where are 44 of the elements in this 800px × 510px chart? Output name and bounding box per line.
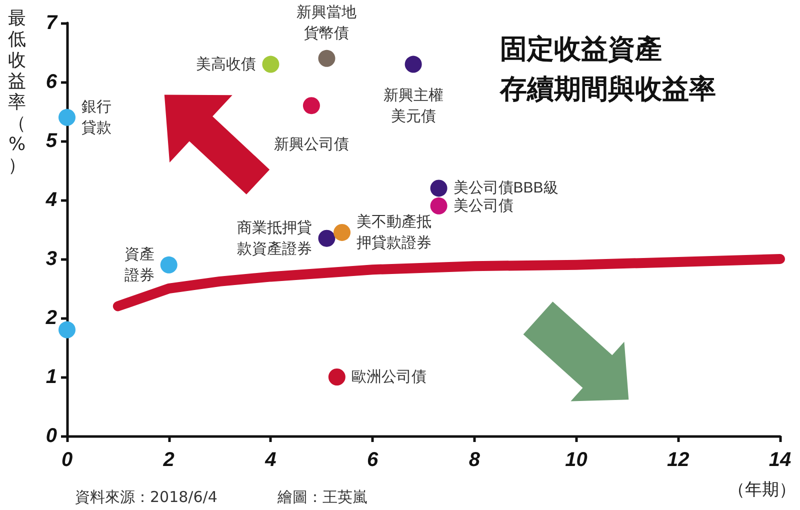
point bbox=[58, 108, 76, 126]
point bbox=[318, 50, 336, 67]
series-label: 美不動產抵押貸款證券 bbox=[356, 213, 432, 252]
y-tick-label: 4 bbox=[44, 189, 57, 211]
point bbox=[404, 56, 422, 73]
x-tick-label: 10 bbox=[565, 449, 588, 471]
point bbox=[58, 321, 76, 338]
series-label: 銀行貸款 bbox=[82, 98, 112, 136]
x-tick-label: 12 bbox=[667, 449, 690, 471]
point bbox=[302, 97, 320, 114]
x-tick-label: 4 bbox=[264, 449, 276, 471]
series-label: 新興當地貨幣債 bbox=[296, 4, 357, 42]
text: 新興公司債 bbox=[274, 136, 349, 154]
point bbox=[430, 197, 448, 214]
x-axis-title: （年期） bbox=[728, 479, 796, 501]
y-tick-label: 6 bbox=[46, 71, 58, 93]
y-tick-label: 7 bbox=[46, 12, 58, 34]
x-tick-label: 6 bbox=[367, 449, 380, 471]
y-tick-label: 0 bbox=[46, 425, 57, 447]
x-tick-label: 14 bbox=[768, 449, 792, 471]
series-label: 新興主權美元債 bbox=[383, 86, 444, 125]
y-tick-label: 1 bbox=[46, 366, 57, 388]
text: 繪圖：王英嵐 bbox=[277, 488, 368, 506]
point bbox=[318, 230, 336, 247]
y-tick-label: 2 bbox=[44, 307, 57, 329]
y-tick-label: 5 bbox=[46, 130, 58, 152]
series-label: 歐洲公司債 bbox=[351, 368, 426, 386]
x-tick-label: 8 bbox=[468, 449, 481, 471]
y-axis-title: 最低收益率（%） bbox=[7, 8, 27, 176]
text: 固定收益資產存續期間與收益率 bbox=[500, 33, 716, 107]
x-tick-label: 2 bbox=[162, 449, 174, 471]
series-label: 美公司債 bbox=[453, 197, 514, 214]
point bbox=[160, 256, 178, 274]
y-tick-label: 3 bbox=[46, 248, 57, 270]
point bbox=[328, 368, 346, 386]
series-label: 商業抵押貸款資產證券 bbox=[237, 219, 312, 258]
point bbox=[262, 56, 280, 73]
series-label: 資產證券 bbox=[124, 246, 154, 284]
source-note: 資料來源：2018/6/4 bbox=[75, 488, 218, 506]
point bbox=[334, 224, 351, 241]
series-label: 美公司債BBB級 bbox=[453, 180, 558, 197]
point bbox=[430, 180, 448, 197]
series-label: 美高收債 bbox=[196, 56, 256, 73]
x-tick-label: 0 bbox=[61, 449, 73, 471]
